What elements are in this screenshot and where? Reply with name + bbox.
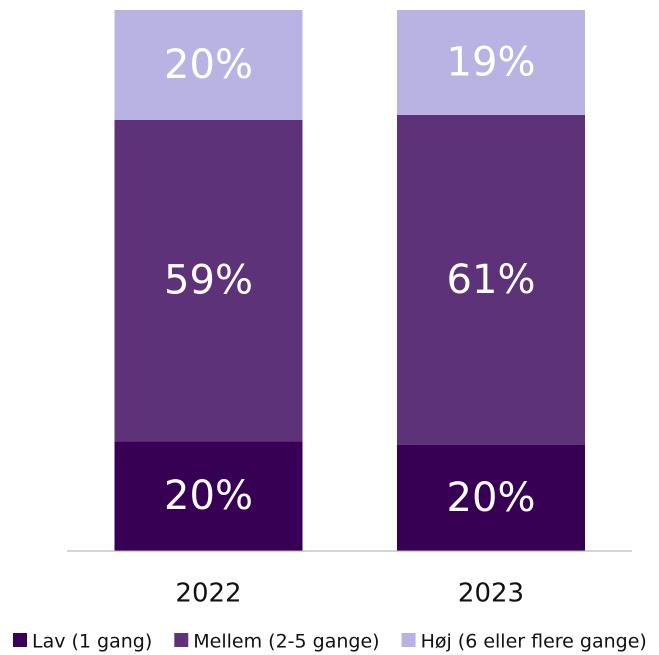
bar-segment: [397, 444, 585, 551]
data-label: 61%: [447, 257, 536, 303]
data-label: 20%: [164, 42, 253, 88]
legend-swatch: [13, 633, 27, 647]
data-label: 20%: [164, 473, 253, 519]
legend-swatch: [174, 633, 189, 647]
legend-swatch: [401, 633, 416, 647]
legend-label: Mellem (2-5 gange): [193, 631, 379, 653]
bar-segment: [397, 114, 585, 445]
bar-segment: [397, 10, 585, 115]
data-label: 20%: [447, 475, 536, 521]
legend-label: Høj (6 eller flere gange): [421, 631, 647, 653]
x-tick-label: 2023: [458, 579, 524, 609]
bar-segment: [114, 441, 303, 551]
data-label: 59%: [164, 258, 253, 304]
bar-segment: [114, 119, 303, 442]
legend-label: Lav (1 gang): [32, 631, 152, 653]
data-label: 19%: [447, 39, 536, 85]
bar-segment: [114, 10, 303, 120]
x-tick-label: 2022: [175, 579, 241, 609]
